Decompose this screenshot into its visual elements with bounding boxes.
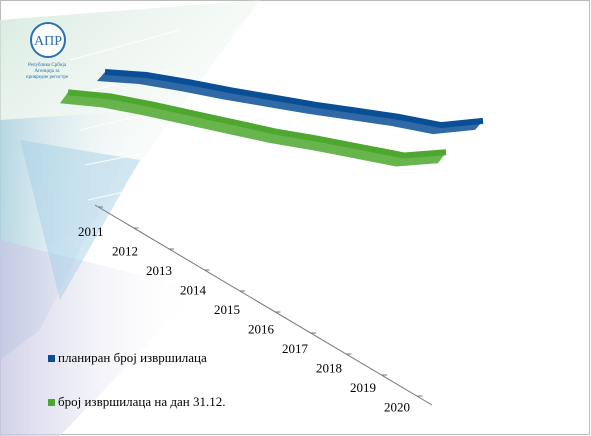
decor (20, 140, 140, 300)
x-tick-label: 2020 (384, 400, 410, 415)
x-tick-label: 2012 (112, 244, 138, 259)
x-tick-label: 2011 (78, 224, 104, 239)
ribbon (104, 69, 484, 129)
x-tick-label: 2013 (146, 263, 172, 278)
legend-swatch (48, 399, 55, 406)
category-axis (94, 204, 433, 406)
legend-label: планиран број извршилаца (58, 350, 207, 365)
logo-text: Агенција за (35, 69, 61, 74)
legend-swatch (48, 355, 55, 362)
decor (0, 240, 200, 436)
logo-text: привредне регистре (26, 75, 69, 80)
x-tick-label: 2015 (214, 302, 240, 317)
legend-label: број извршилаца на дан 31.12. (58, 394, 225, 409)
ribbon (67, 89, 447, 159)
x-tick-label: 2019 (350, 380, 376, 395)
logo-mark: АПР (34, 34, 62, 49)
logo-text: Република Србија (28, 63, 67, 68)
x-tick-label: 2016 (248, 322, 275, 337)
x-tick-label: 2018 (316, 361, 342, 376)
x-tick-label: 2017 (282, 341, 309, 356)
x-tick-label: 2014 (180, 283, 207, 298)
logo-circle (30, 22, 66, 58)
